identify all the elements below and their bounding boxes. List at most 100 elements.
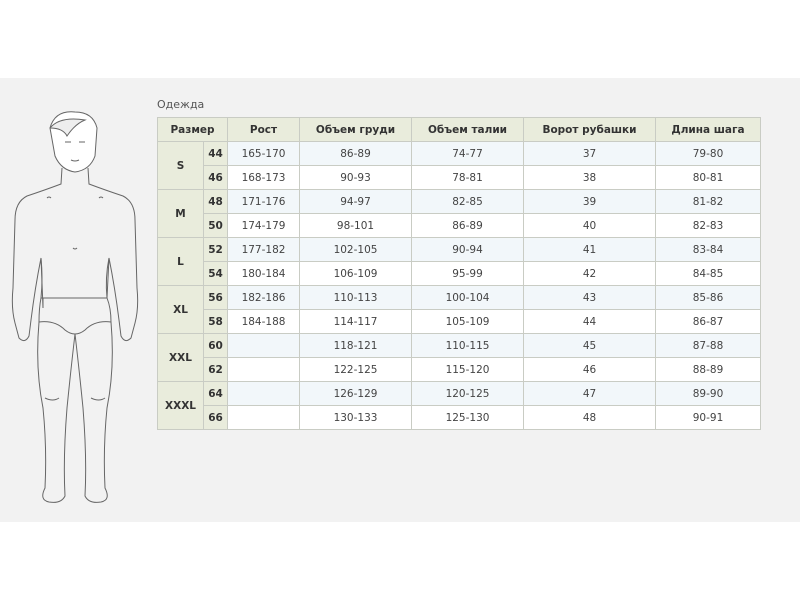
size-number-cell: 44 <box>203 141 228 166</box>
size-number-cell: 54 <box>203 261 228 286</box>
table-row: XXXL 64 126-129 120-125 47 89-90 <box>157 381 761 430</box>
size-number-cell: 64 <box>203 381 228 406</box>
header-height: Рост <box>227 117 300 142</box>
inseam-cell: 83-84 <box>655 237 761 262</box>
size-number-cell: 62 <box>203 357 228 382</box>
size-number-cell: 66 <box>203 405 228 430</box>
chest-cell: 122-125 <box>299 357 412 382</box>
chest-cell: 130-133 <box>299 405 412 430</box>
size-letter-cell: XL <box>157 285 204 334</box>
table-row: 62 122-125 115-120 46 88-89 <box>158 357 761 382</box>
waist-cell: 82-85 <box>411 189 524 214</box>
collar-cell: 38 <box>523 165 656 190</box>
table-row: M 48 171-176 94-97 82-85 39 81-82 <box>157 189 761 238</box>
collar-cell: 46 <box>523 357 656 382</box>
height-cell <box>227 381 300 406</box>
height-cell: 177-182 <box>227 237 300 262</box>
collar-cell: 47 <box>523 381 656 406</box>
male-figure-illustration <box>11 111 139 503</box>
chest-cell: 118-121 <box>299 333 412 358</box>
collar-cell: 48 <box>523 405 656 430</box>
size-number-cell: 50 <box>203 213 228 238</box>
waist-cell: 105-109 <box>411 309 524 334</box>
header-collar: Ворот рубашки <box>523 117 656 142</box>
collar-cell: 37 <box>523 141 656 166</box>
size-letter-cell: XXXL <box>157 381 204 430</box>
inseam-cell: 80-81 <box>655 165 761 190</box>
header-chest: Объем груди <box>299 117 412 142</box>
inseam-cell: 88-89 <box>655 357 761 382</box>
size-number-cell: 48 <box>203 189 228 214</box>
waist-cell: 115-120 <box>411 357 524 382</box>
collar-cell: 41 <box>523 237 656 262</box>
chest-cell: 86-89 <box>299 141 412 166</box>
collar-cell: 45 <box>523 333 656 358</box>
section-caption: Одежда <box>157 98 205 111</box>
height-cell <box>227 357 300 382</box>
collar-cell: 39 <box>523 189 656 214</box>
table-row: S 44 165-170 86-89 74-77 37 79-80 <box>157 141 761 190</box>
header-waist: Объем талии <box>411 117 524 142</box>
size-letter-cell: L <box>157 237 204 286</box>
waist-cell: 125-130 <box>411 405 524 430</box>
waist-cell: 90-94 <box>411 237 524 262</box>
inseam-cell: 81-82 <box>655 189 761 214</box>
inseam-cell: 85-86 <box>655 285 761 310</box>
chest-cell: 102-105 <box>299 237 412 262</box>
height-cell: 180-184 <box>227 261 300 286</box>
inseam-cell: 90-91 <box>655 405 761 430</box>
table-row: 46 168-173 90-93 78-81 38 80-81 <box>158 165 761 190</box>
table-row: XL 56 182-186 110-113 100-104 43 85-86 <box>157 285 761 334</box>
size-number-cell: 56 <box>203 285 228 310</box>
inseam-cell: 84-85 <box>655 261 761 286</box>
size-number-cell: 46 <box>203 165 228 190</box>
waist-cell: 120-125 <box>411 381 524 406</box>
table-row: 66 130-133 125-130 48 90-91 <box>158 405 761 430</box>
waist-cell: 78-81 <box>411 165 524 190</box>
table-row: XXL 60 118-121 110-115 45 87-88 <box>157 333 761 382</box>
height-cell: 184-188 <box>227 309 300 334</box>
size-number-cell: 52 <box>203 237 228 262</box>
waist-cell: 95-99 <box>411 261 524 286</box>
height-cell: 182-186 <box>227 285 300 310</box>
waist-cell: 100-104 <box>411 285 524 310</box>
waist-cell: 86-89 <box>411 213 524 238</box>
height-cell: 171-176 <box>227 189 300 214</box>
waist-cell: 74-77 <box>411 141 524 166</box>
height-cell: 174-179 <box>227 213 300 238</box>
collar-cell: 43 <box>523 285 656 310</box>
chest-cell: 98-101 <box>299 213 412 238</box>
chest-cell: 90-93 <box>299 165 412 190</box>
size-chart-table: Размер Рост Объем груди Объем талии Воро… <box>157 117 761 430</box>
table-row: 54 180-184 106-109 95-99 42 84-85 <box>158 261 761 286</box>
inseam-cell: 82-83 <box>655 213 761 238</box>
collar-cell: 40 <box>523 213 656 238</box>
collar-cell: 42 <box>523 261 656 286</box>
header-size: Размер <box>157 117 228 142</box>
height-cell <box>227 333 300 358</box>
table-row: L 52 177-182 102-105 90-94 41 83-84 <box>157 237 761 286</box>
inseam-cell: 87-88 <box>655 333 761 358</box>
size-letter-cell: S <box>157 141 204 190</box>
height-cell: 168-173 <box>227 165 300 190</box>
table-row: 50 174-179 98-101 86-89 40 82-83 <box>158 213 761 238</box>
waist-cell: 110-115 <box>411 333 524 358</box>
chest-cell: 114-117 <box>299 309 412 334</box>
size-number-cell: 58 <box>203 309 228 334</box>
size-letter-cell: XXL <box>157 333 204 382</box>
chest-cell: 106-109 <box>299 261 412 286</box>
inseam-cell: 79-80 <box>655 141 761 166</box>
header-row: Размер Рост Объем груди Объем талии Воро… <box>157 117 761 142</box>
height-cell <box>227 405 300 430</box>
collar-cell: 44 <box>523 309 656 334</box>
inseam-cell: 89-90 <box>655 381 761 406</box>
chest-cell: 94-97 <box>299 189 412 214</box>
header-inseam: Длина шага <box>655 117 761 142</box>
inseam-cell: 86-87 <box>655 309 761 334</box>
chest-cell: 110-113 <box>299 285 412 310</box>
size-number-cell: 60 <box>203 333 228 358</box>
size-letter-cell: M <box>157 189 204 238</box>
chest-cell: 126-129 <box>299 381 412 406</box>
table-row: 58 184-188 114-117 105-109 44 86-87 <box>158 309 761 334</box>
height-cell: 165-170 <box>227 141 300 166</box>
